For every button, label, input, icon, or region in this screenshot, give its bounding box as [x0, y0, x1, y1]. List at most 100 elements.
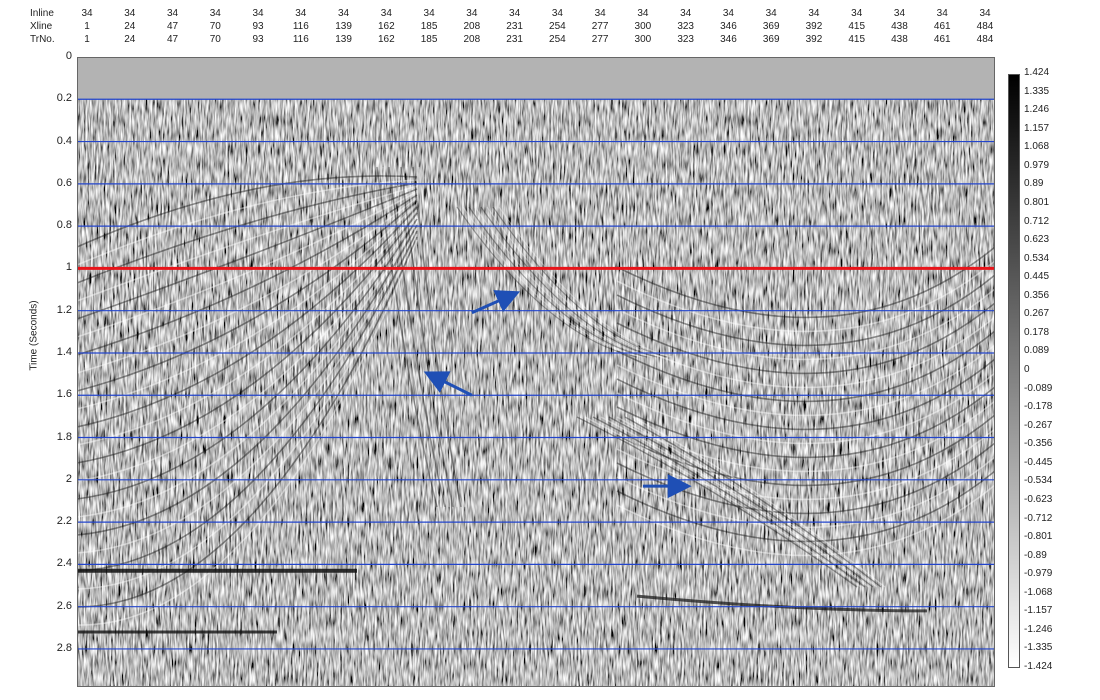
header-xline-value: 208 — [463, 21, 481, 32]
header-trno-value: 254 — [549, 34, 566, 45]
reflector-curve — [77, 239, 418, 626]
reflector-curve — [394, 166, 450, 508]
header-trno-value: 461 — [933, 34, 951, 45]
reflector-curve — [376, 166, 438, 508]
colorbar-tick-label: 0.712 — [1024, 215, 1050, 227]
header-xline-value: 24 — [124, 21, 136, 32]
reflector-curve — [77, 200, 418, 392]
header-inline-value: 34 — [380, 8, 392, 19]
y-tick-label: 1.2 — [56, 303, 72, 316]
reflector-curve — [77, 218, 418, 500]
reflector-curve — [616, 288, 995, 361]
colorbar-tick-label: 1.068 — [1024, 141, 1050, 153]
header-inline-value: 34 — [594, 8, 606, 19]
header-xline-value: 47 — [166, 21, 179, 32]
inline-row-label: Inline — [30, 8, 54, 19]
trno-row-label: TrNo. — [30, 34, 55, 45]
header-trno-value: 392 — [805, 34, 823, 45]
y-tick-label: 0.4 — [56, 134, 72, 147]
header-xline-value: 323 — [677, 21, 694, 32]
reflector-curve — [480, 206, 658, 358]
header-xline-value: 254 — [549, 21, 566, 32]
header-inline-value: 34 — [166, 8, 179, 19]
colorbar-tick-label: 1.157 — [1024, 122, 1050, 134]
header-xline-value: 231 — [506, 21, 523, 32]
reflector-curve — [77, 188, 418, 320]
colorbar-tick-label: 0.623 — [1024, 234, 1050, 246]
header-trno-value: 24 — [124, 34, 136, 45]
colorbar-tick-label: -0.534 — [1024, 475, 1053, 487]
colorbar-tick-label: 0.445 — [1024, 271, 1050, 283]
reflector-curve — [77, 191, 418, 338]
colorbar — [1008, 74, 1020, 668]
reflector-curve — [616, 484, 995, 557]
reflector-curve — [406, 166, 458, 508]
reflector-curve — [492, 206, 668, 358]
y-axis-label: Time (Seconds) — [28, 300, 40, 371]
reflector-curve — [616, 316, 995, 389]
annotation-arrow — [423, 371, 473, 397]
seismic-texture — [77, 57, 995, 687]
colorbar-tick-label: 1.246 — [1024, 104, 1050, 116]
header-trno-value: 300 — [634, 34, 652, 45]
colorbar-tick-label: -1.424 — [1024, 661, 1053, 672]
header-inline-value: 34 — [209, 8, 221, 19]
header-inline-value: 34 — [765, 8, 777, 19]
header-xline-value: 438 — [891, 21, 908, 32]
y-tick-label: 1.4 — [56, 345, 72, 358]
reflector-curve — [616, 246, 995, 319]
colorbar-tick-label: -0.712 — [1024, 512, 1053, 524]
reflector-curve — [576, 416, 858, 588]
header-inline-value: 34 — [893, 8, 906, 19]
reflector-curve — [616, 260, 995, 333]
colorbar-tick-label: -1.157 — [1024, 605, 1053, 617]
reflector-curve — [616, 400, 995, 473]
reflector-curve — [616, 274, 995, 347]
header-inline-value: 34 — [808, 8, 820, 19]
y-tick-label: 2.6 — [56, 599, 72, 612]
colorbar-tick-label: 0.267 — [1024, 308, 1050, 320]
header-inline-value: 34 — [81, 8, 93, 19]
reflector-curve — [486, 206, 663, 358]
header-inline-value: 34 — [851, 8, 863, 19]
colorbar-tick-label: -0.356 — [1024, 438, 1053, 450]
reflector-curve — [600, 416, 870, 588]
reflector-curve — [616, 470, 995, 543]
header-inline-value: 34 — [466, 8, 478, 19]
header-trno-value: 438 — [891, 34, 908, 45]
reflector-curve — [616, 358, 995, 431]
xline-row-label: Xline — [30, 21, 53, 32]
reflector-curve — [77, 197, 418, 374]
header-xline-value: 484 — [976, 21, 994, 32]
reflector-curve — [616, 302, 995, 375]
reflector-curve — [77, 215, 418, 482]
header-trno-value: 323 — [677, 34, 694, 45]
header-xline-value: 346 — [720, 21, 737, 32]
reflector-curve — [592, 416, 866, 588]
header-xline-value: 300 — [634, 21, 652, 32]
y-tick-label: 0.2 — [56, 92, 72, 105]
plot-frame — [77, 57, 995, 687]
reflector-curve — [77, 182, 418, 284]
header-inline-value: 34 — [252, 8, 264, 19]
reflector-curve — [456, 206, 638, 358]
header-xline-value: 162 — [377, 21, 395, 32]
colorbar-tick-label: -1.335 — [1024, 642, 1053, 654]
y-tick-label: 2 — [65, 472, 72, 485]
colorbar-tick-label: 0.801 — [1024, 196, 1050, 208]
reflector-curve — [468, 206, 648, 358]
colorbar-tick-label: -0.178 — [1024, 401, 1053, 413]
reflector-curve — [77, 227, 418, 554]
reflector-curve — [77, 185, 418, 302]
header-trno-value: 116 — [292, 34, 309, 45]
header-xline-value: 1 — [84, 21, 90, 32]
annotation-arrow — [471, 290, 521, 315]
y-tick-label: 2.4 — [56, 557, 72, 570]
header-inline-value: 34 — [637, 8, 649, 19]
header-trno-value: 415 — [848, 34, 866, 45]
header-trno-value: 369 — [762, 34, 780, 45]
header-xline-value: 277 — [591, 21, 609, 32]
reflector-curve — [498, 206, 673, 358]
header-xline-value: 116 — [292, 21, 309, 32]
seismic-section — [77, 57, 995, 687]
